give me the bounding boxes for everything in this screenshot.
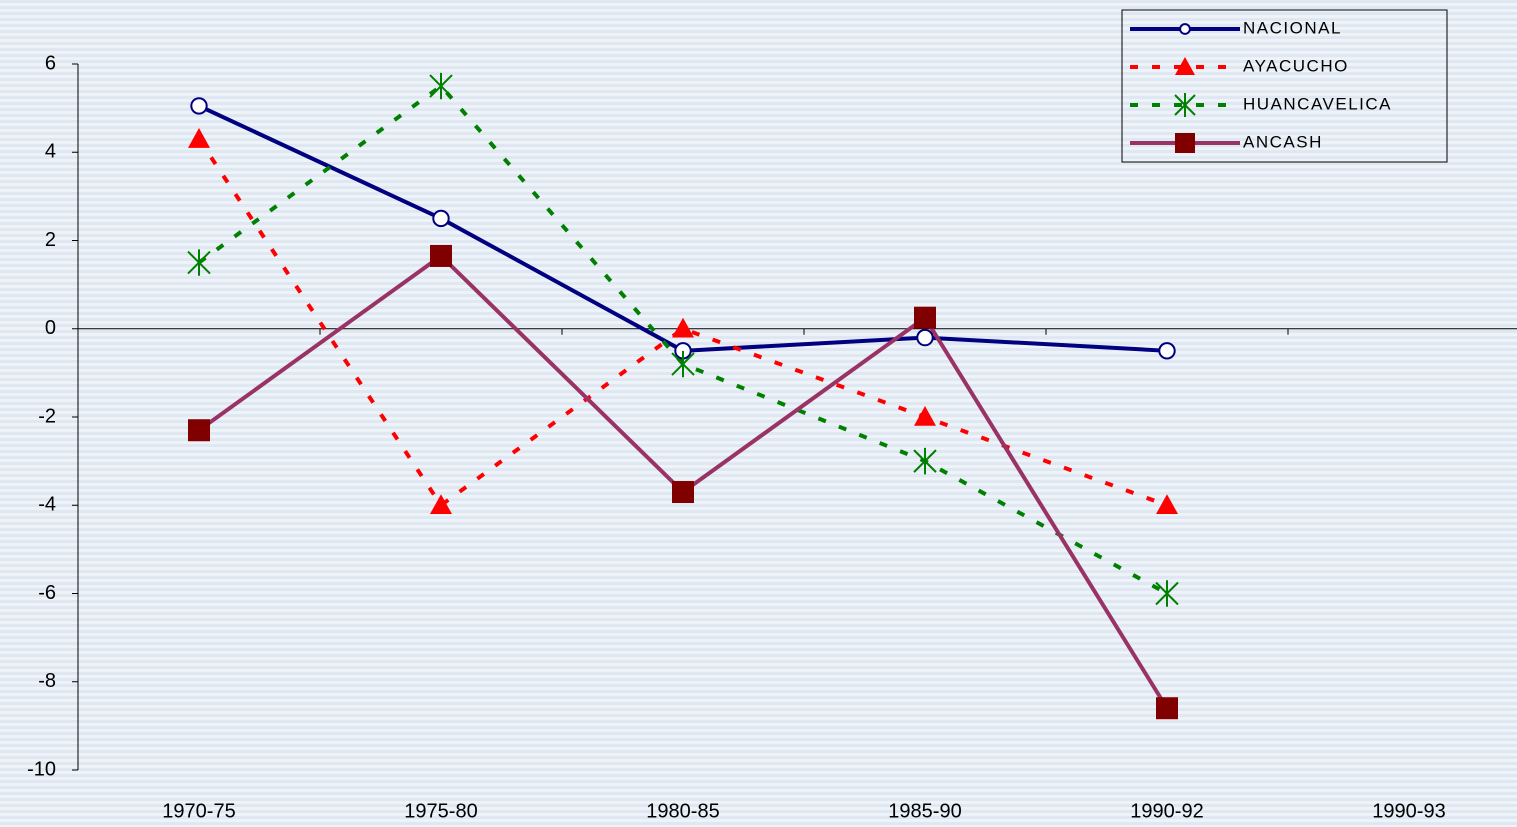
x-tick-label: 1990-92	[1130, 800, 1203, 822]
marker	[914, 306, 936, 329]
series-line	[197, 83, 1168, 596]
marker	[914, 406, 936, 426]
y-tick-label: -10	[27, 758, 56, 780]
y-tick-label: 6	[45, 52, 56, 74]
x-tick-label: 1980-85	[646, 800, 719, 822]
marker	[913, 447, 937, 475]
x-tick-label: 1990-93	[1372, 800, 1445, 822]
x-tick-label: 1985-90	[888, 800, 961, 822]
legend: NACIONAL AYACUCHO HUANCAVELICA ANCASH	[1121, 9, 1448, 163]
marker	[672, 481, 694, 504]
legend-label: ANCASH	[1243, 132, 1323, 151]
legend-label: AYACUCHO	[1243, 56, 1349, 75]
marker	[1156, 697, 1178, 720]
y-tick-label: 2	[45, 229, 56, 251]
legend-marker	[1175, 133, 1195, 153]
marker	[1155, 580, 1179, 607]
marker	[671, 350, 695, 378]
marker	[187, 249, 211, 276]
x-tick-label: 1970-75	[162, 800, 235, 822]
marker	[672, 317, 694, 338]
legend-label: HUANCAVELICA	[1243, 94, 1392, 113]
y-tick-label: -8	[38, 670, 56, 692]
legend-box	[1121, 9, 1448, 163]
marker	[190, 97, 208, 115]
legend-marker	[1175, 57, 1195, 75]
y-tick-label: 0	[45, 317, 56, 339]
y-tick-label: -2	[38, 405, 56, 427]
x-tick-label: 1975-80	[404, 800, 477, 822]
marker	[429, 72, 453, 100]
marker	[432, 209, 450, 228]
legend-label: NACIONAL	[1243, 18, 1342, 37]
marker	[188, 128, 210, 148]
marker	[430, 244, 452, 267]
marker	[430, 494, 452, 515]
legend-marker	[1179, 23, 1191, 35]
legend-marker	[1174, 93, 1196, 117]
y-tick-label: 4	[45, 141, 56, 163]
y-tick-label: -6	[38, 582, 56, 604]
marker	[916, 328, 934, 347]
marker	[188, 419, 210, 442]
marker	[1158, 342, 1176, 360]
y-tick-label: -4	[38, 494, 56, 516]
marker	[1156, 494, 1178, 515]
series-line	[198, 104, 1168, 353]
